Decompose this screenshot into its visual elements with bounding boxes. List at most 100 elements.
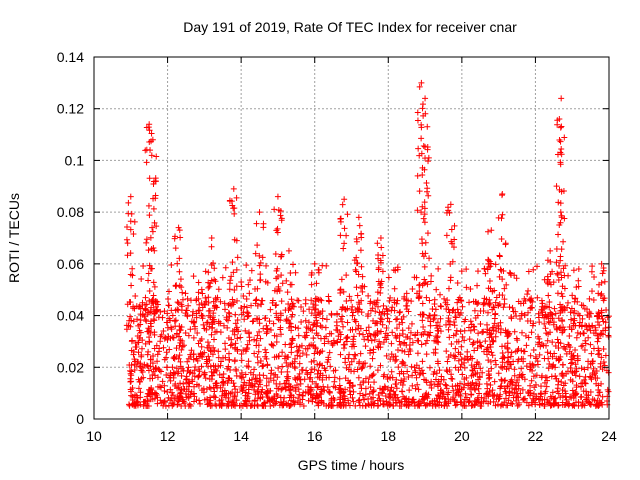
data-point bbox=[172, 233, 179, 240]
data-point bbox=[190, 356, 197, 363]
data-point bbox=[281, 394, 288, 401]
data-point bbox=[578, 302, 585, 309]
data-point bbox=[528, 377, 535, 384]
data-point bbox=[451, 322, 458, 329]
data-point bbox=[144, 362, 151, 369]
data-point bbox=[359, 273, 366, 280]
data-point bbox=[184, 368, 191, 375]
data-point bbox=[518, 365, 525, 372]
data-point bbox=[330, 337, 337, 344]
data-point bbox=[292, 365, 299, 372]
data-point bbox=[283, 359, 290, 366]
data-point bbox=[283, 317, 290, 324]
data-point bbox=[419, 164, 426, 171]
data-point bbox=[443, 385, 450, 392]
data-point bbox=[205, 294, 212, 301]
data-point bbox=[386, 318, 393, 325]
data-point bbox=[230, 380, 237, 387]
data-point bbox=[171, 395, 178, 402]
y-tick-label: 0.08 bbox=[57, 204, 84, 220]
data-point bbox=[504, 340, 511, 347]
data-point bbox=[457, 380, 464, 387]
data-point bbox=[355, 322, 362, 329]
data-point bbox=[174, 299, 181, 306]
data-point bbox=[559, 317, 566, 324]
data-point bbox=[461, 381, 468, 388]
data-point bbox=[490, 337, 497, 344]
data-point bbox=[366, 390, 373, 397]
data-point bbox=[511, 366, 518, 373]
data-point bbox=[137, 329, 144, 336]
data-point bbox=[252, 297, 259, 304]
data-point bbox=[127, 375, 134, 382]
data-point bbox=[555, 315, 562, 322]
data-point bbox=[419, 105, 426, 112]
data-point bbox=[476, 373, 483, 380]
data-point bbox=[555, 402, 562, 409]
data-point bbox=[198, 343, 205, 350]
data-point bbox=[188, 347, 195, 354]
data-point bbox=[497, 319, 504, 326]
data-point bbox=[446, 309, 453, 316]
data-point bbox=[299, 350, 306, 357]
data-point bbox=[483, 346, 490, 353]
data-point bbox=[184, 358, 191, 365]
data-point bbox=[418, 121, 425, 128]
data-point bbox=[486, 278, 493, 285]
data-point bbox=[215, 286, 222, 293]
data-point bbox=[162, 403, 169, 410]
data-point bbox=[408, 320, 415, 327]
data-point bbox=[575, 283, 582, 290]
data-point bbox=[358, 365, 365, 372]
data-point bbox=[263, 262, 270, 269]
data-point bbox=[247, 369, 254, 376]
data-point bbox=[256, 209, 263, 216]
data-point bbox=[205, 269, 212, 276]
data-point bbox=[211, 388, 218, 395]
data-point bbox=[157, 333, 164, 340]
data-point bbox=[569, 292, 576, 299]
data-point bbox=[438, 373, 445, 380]
data-point bbox=[232, 311, 239, 318]
data-point bbox=[426, 364, 433, 371]
data-point bbox=[348, 297, 355, 304]
data-point bbox=[381, 371, 388, 378]
data-point bbox=[557, 161, 564, 168]
data-point bbox=[425, 192, 432, 199]
data-point bbox=[168, 326, 175, 333]
data-point bbox=[146, 212, 153, 219]
data-point bbox=[396, 321, 403, 328]
data-point bbox=[175, 300, 182, 307]
data-point bbox=[231, 210, 238, 217]
data-point bbox=[461, 327, 468, 334]
data-point bbox=[135, 339, 142, 346]
data-point bbox=[245, 281, 252, 288]
data-point bbox=[183, 379, 190, 386]
data-point bbox=[198, 286, 205, 293]
data-point bbox=[401, 339, 408, 346]
data-point bbox=[499, 211, 506, 218]
data-point bbox=[296, 353, 303, 360]
data-point bbox=[374, 397, 381, 404]
data-point bbox=[420, 323, 427, 330]
data-point bbox=[274, 273, 281, 280]
data-point bbox=[349, 382, 356, 389]
data-point bbox=[238, 357, 245, 364]
data-point bbox=[438, 303, 445, 310]
data-point bbox=[536, 319, 543, 326]
data-point bbox=[428, 385, 435, 392]
data-point bbox=[475, 399, 482, 406]
data-point bbox=[349, 312, 356, 319]
data-point bbox=[557, 394, 564, 401]
data-point bbox=[528, 329, 535, 336]
data-point bbox=[293, 381, 300, 388]
data-point bbox=[233, 283, 240, 290]
data-point bbox=[443, 382, 450, 389]
data-point bbox=[478, 400, 485, 407]
data-point bbox=[568, 356, 575, 363]
data-point bbox=[477, 365, 484, 372]
data-point bbox=[488, 365, 495, 372]
data-point bbox=[399, 358, 406, 365]
data-point bbox=[337, 316, 344, 323]
data-point bbox=[127, 226, 134, 233]
